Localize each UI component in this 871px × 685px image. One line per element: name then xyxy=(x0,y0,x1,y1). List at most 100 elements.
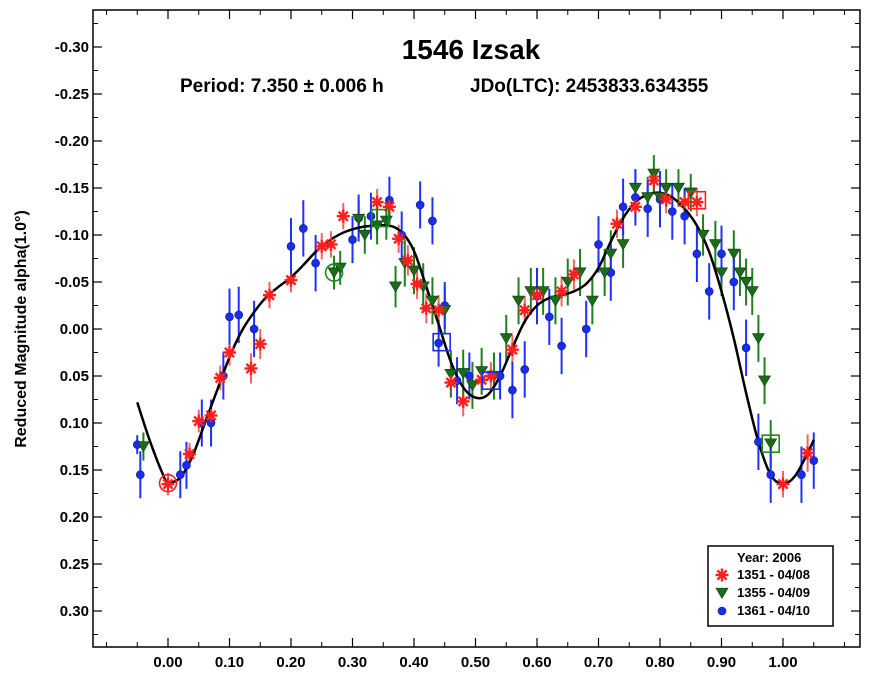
asterisk-stroke xyxy=(506,344,518,356)
highlight-square xyxy=(761,434,781,453)
data-point-circle xyxy=(643,204,653,213)
legend-item-label: 1351 - 04/08 xyxy=(737,567,810,582)
asterisk-stroke xyxy=(325,238,337,250)
data-point-asterisk xyxy=(410,277,424,291)
data-point-triangle-down xyxy=(745,286,759,298)
asterisk-stroke xyxy=(531,289,543,301)
asterisk-stroke xyxy=(802,447,814,459)
asterisk-stroke xyxy=(691,196,703,208)
asterisk-stroke xyxy=(264,289,275,301)
data-point-asterisk xyxy=(253,337,267,351)
x-tick-label: 0.00 xyxy=(153,654,182,671)
y-tick-label: 0.30 xyxy=(60,603,89,620)
x-tick-label: 0.90 xyxy=(707,654,736,671)
asterisk-stroke xyxy=(556,285,568,297)
x-tick-label: 1.00 xyxy=(768,654,797,671)
data-point-triangle-down xyxy=(561,276,575,288)
y-axis-title: Reduced Magnitude alpha(1.0°) xyxy=(13,210,30,448)
data-point-asterisk xyxy=(262,288,276,302)
data-point-triangle-down xyxy=(758,375,772,387)
data-point-triangle-down xyxy=(444,369,458,381)
asterisk-stroke xyxy=(420,302,432,314)
data-point-triangle-down xyxy=(352,213,366,226)
data-point-asterisk xyxy=(801,446,815,460)
data-point-asterisk xyxy=(647,173,661,187)
chart-subtitle-jd: JDo(LTC): 2453833.634355 xyxy=(470,76,709,97)
x-tick-label: 0.10 xyxy=(215,654,244,671)
x-tick-label: 0.40 xyxy=(399,654,428,671)
y-tick-label: -0.15 xyxy=(55,180,89,197)
data-point-circle xyxy=(680,211,689,221)
asterisk-stroke xyxy=(629,201,641,213)
data-point-circle xyxy=(348,235,357,244)
legend-marker-triangle-down xyxy=(715,587,729,599)
data-point-circle xyxy=(754,437,763,447)
data-point-circle xyxy=(631,193,640,202)
data-point-asterisk xyxy=(192,414,206,428)
data-point-circle xyxy=(692,249,702,259)
data-point-asterisk xyxy=(284,273,298,287)
y-tick-label: 0.05 xyxy=(60,368,89,385)
highlight-circle xyxy=(324,263,344,282)
data-point-triangle-down xyxy=(358,229,372,241)
data-point-triangle-down xyxy=(641,192,655,204)
y-tick-label: -0.10 xyxy=(55,227,89,244)
data-point-circle xyxy=(434,338,443,348)
data-point-circle xyxy=(741,343,751,353)
legend-item-label: 1361 - 04/10 xyxy=(737,603,810,618)
data-point-circle xyxy=(508,385,517,395)
data-point-triangle-down xyxy=(512,295,526,307)
asterisk-stroke xyxy=(224,347,235,358)
data-point-triangle-down xyxy=(604,248,618,260)
x-tick-label: 0.60 xyxy=(522,654,551,671)
data-point-triangle-down xyxy=(585,295,599,307)
asterisk-stroke xyxy=(433,304,445,316)
data-point-triangle-down xyxy=(671,182,685,194)
data-point-triangle-down xyxy=(751,333,765,345)
legend-box xyxy=(707,545,834,627)
data-point-asterisk xyxy=(213,371,227,385)
data-point-circle xyxy=(182,460,191,470)
data-point-triangle-down xyxy=(714,267,729,279)
asterisk-stroke xyxy=(214,372,226,384)
data-point-circle xyxy=(234,310,244,320)
data-point-circle xyxy=(465,371,474,381)
fit-curve-layer xyxy=(136,191,815,486)
legend-marker-circle xyxy=(717,606,727,616)
asterisk-stroke xyxy=(285,274,297,286)
data-point-circle xyxy=(797,470,806,480)
y-tick-label: -0.30 xyxy=(55,39,89,56)
data-point-triangle-down xyxy=(389,281,403,293)
data-point-asterisk xyxy=(659,192,673,206)
data-point-circle xyxy=(298,224,308,233)
asterisk-stroke xyxy=(411,278,423,290)
data-point-circle xyxy=(729,277,739,287)
legend-marker-asterisk xyxy=(715,568,729,582)
y-tick-label: 0.15 xyxy=(60,462,89,479)
data-point-circle xyxy=(286,241,296,251)
highlight-square xyxy=(687,190,707,210)
data-point-triangle-down xyxy=(333,262,347,274)
asterisk-stroke xyxy=(777,478,789,490)
data-point-circle xyxy=(618,202,628,212)
data-point-circle xyxy=(667,207,677,216)
data-point-circle xyxy=(311,258,320,268)
data-point-asterisk xyxy=(336,209,350,223)
y-tick-label: 0.00 xyxy=(60,321,89,338)
legend-title: Year: 2006 xyxy=(737,550,801,565)
asterisk-stroke xyxy=(568,269,580,280)
asterisk-stroke xyxy=(245,363,257,374)
data-point-circle xyxy=(225,312,234,322)
data-point-circle xyxy=(557,341,566,351)
data-point-triangle-down xyxy=(465,380,479,392)
data-point-circle xyxy=(415,200,425,210)
asterisk-stroke xyxy=(402,254,414,266)
highlighted-points-layer xyxy=(158,190,781,493)
data-point-asterisk xyxy=(610,217,624,231)
data-point-asterisk xyxy=(555,284,569,298)
data-point-triangle-down xyxy=(425,295,439,307)
y-tick-label: 0.20 xyxy=(60,509,89,526)
data-point-asterisk xyxy=(505,343,519,357)
